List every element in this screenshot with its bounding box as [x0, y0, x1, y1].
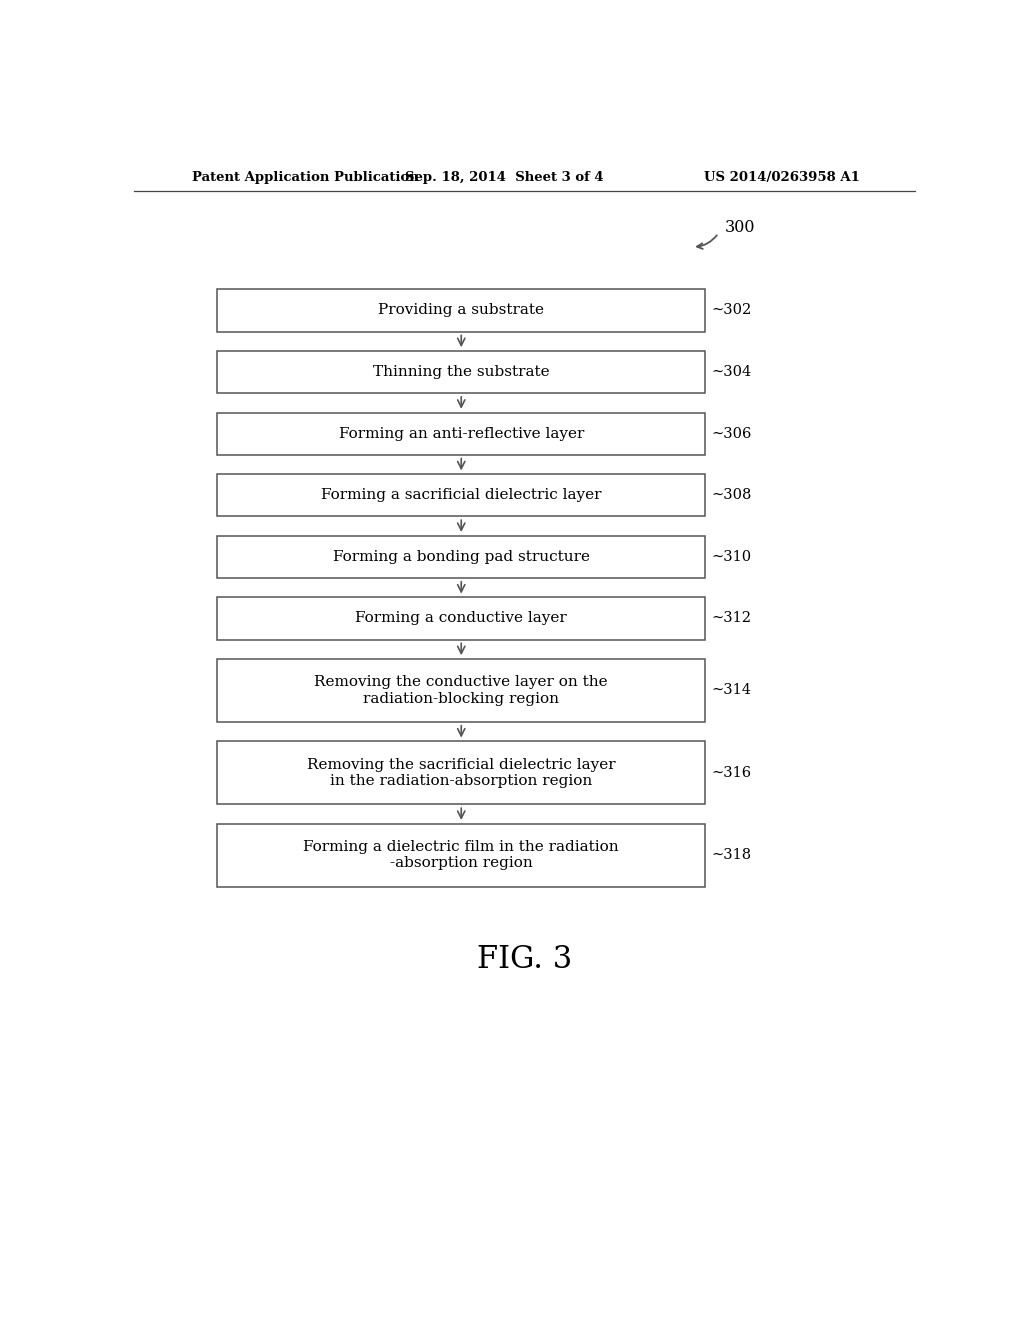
Bar [217, 659, 706, 722]
Text: Patent Application Publication: Patent Application Publication [191, 172, 418, 185]
Bar [217, 742, 706, 804]
Text: Forming an anti-reflective layer: Forming an anti-reflective layer [339, 426, 584, 441]
Text: Providing a substrate: Providing a substrate [378, 304, 544, 318]
Text: Sep. 18, 2014  Sheet 3 of 4: Sep. 18, 2014 Sheet 3 of 4 [404, 172, 603, 185]
Bar [217, 598, 706, 640]
Text: Forming a dielectric film in the radiation
-absorption region: Forming a dielectric film in the radiati… [303, 840, 620, 870]
Text: ∼304: ∼304 [712, 366, 752, 379]
Text: ∼310: ∼310 [712, 550, 752, 564]
Text: Forming a conductive layer: Forming a conductive layer [355, 611, 567, 626]
Text: ∼302: ∼302 [712, 304, 752, 318]
Text: Removing the conductive layer on the
radiation-blocking region: Removing the conductive layer on the rad… [314, 676, 608, 706]
Text: Forming a bonding pad structure: Forming a bonding pad structure [333, 550, 590, 564]
Text: US 2014/0263958 A1: US 2014/0263958 A1 [705, 172, 860, 185]
Text: Removing the sacrificial dielectric layer
in the radiation-absorption region: Removing the sacrificial dielectric laye… [307, 758, 615, 788]
Bar [217, 413, 706, 455]
Text: ∼316: ∼316 [712, 766, 752, 780]
Text: 300: 300 [725, 219, 756, 236]
Text: ∼318: ∼318 [712, 849, 752, 862]
Text: ∼314: ∼314 [712, 684, 752, 697]
Bar [217, 289, 706, 331]
Bar [217, 351, 706, 393]
Text: FIG. 3: FIG. 3 [477, 945, 572, 975]
Bar [217, 824, 706, 887]
Text: Thinning the substrate: Thinning the substrate [373, 366, 550, 379]
Text: ∼312: ∼312 [712, 611, 752, 626]
Text: ∼308: ∼308 [712, 488, 752, 503]
Bar [217, 536, 706, 578]
Text: ∼306: ∼306 [712, 426, 752, 441]
Bar [217, 474, 706, 516]
Text: Forming a sacrificial dielectric layer: Forming a sacrificial dielectric layer [321, 488, 601, 503]
